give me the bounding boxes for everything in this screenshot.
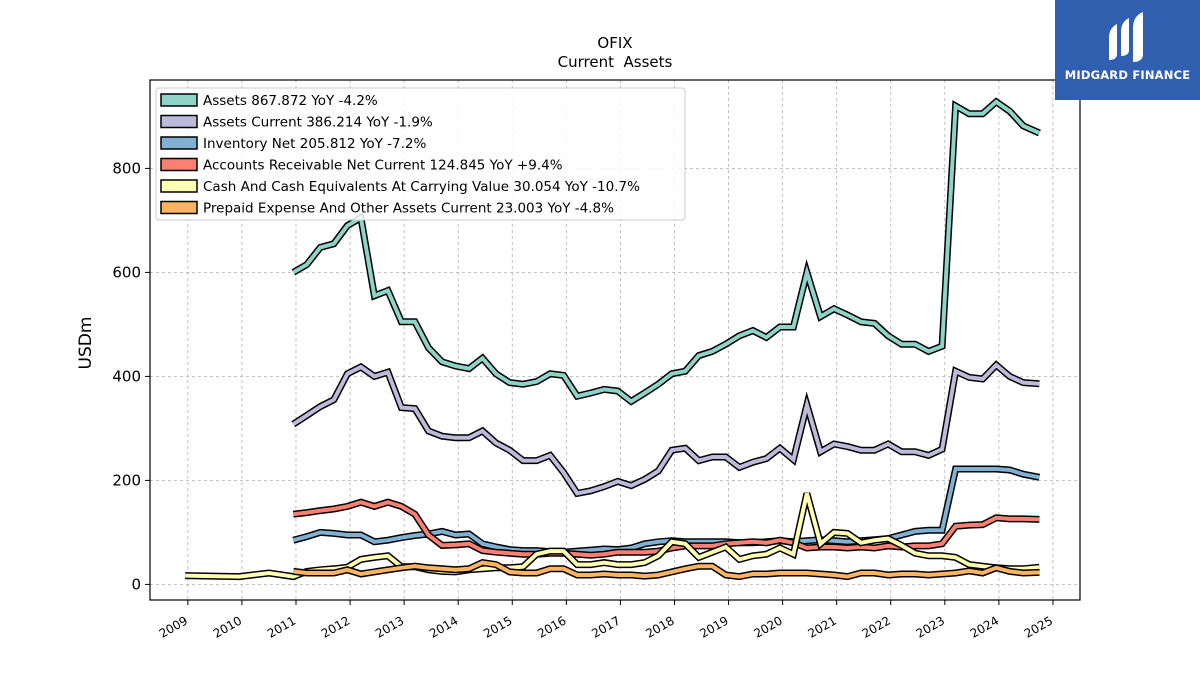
x-tick-label: 2023 — [914, 613, 947, 640]
legend-item: Assets 867.872 YoY -4.2% — [160, 93, 378, 109]
legend-item: Inventory Net 205.812 YoY -7.2% — [160, 136, 426, 152]
legend-label: Accounts Receivable Net Current 124.845 … — [203, 158, 563, 174]
series-line-5 — [185, 492, 1040, 581]
series-stroke — [292, 99, 1041, 404]
plot-frame — [149, 79, 1081, 601]
legend-item: Cash And Cash Equivalents At Carrying Va… — [160, 179, 640, 195]
series-stroke — [293, 560, 1040, 579]
x-tick-label: 2021 — [806, 613, 839, 640]
series-stroke — [292, 467, 1040, 555]
series-lines — [185, 97, 1041, 581]
x-tick-label: 2025 — [1022, 613, 1055, 640]
logo-text: MIDGARD FINANCE — [1064, 68, 1191, 82]
legend-label: Inventory Net 205.812 YoY -7.2% — [203, 136, 426, 152]
y-axis-label: USDm — [76, 317, 96, 370]
legend-label: Cash And Cash Equivalents At Carrying Va… — [203, 179, 640, 195]
x-tick-label: 2012 — [319, 613, 352, 640]
x-tick-label: 2013 — [373, 613, 406, 640]
series-stroke — [292, 362, 1040, 496]
x-tick-label: 2017 — [589, 613, 622, 640]
series-outline — [291, 360, 1040, 498]
x-tick-label: 2022 — [860, 613, 893, 640]
axis-ticks: 0 200 400 600 800 2009 2010 2011 2012 2013 2014 201… — [112, 159, 1055, 640]
legend-item: Prepaid Expense And Other Assets Current… — [160, 200, 614, 217]
x-tick-label: 2015 — [481, 613, 514, 640]
y-tick-label: 800 — [112, 159, 141, 177]
legend-swatch — [160, 93, 198, 107]
series-line-6 — [292, 558, 1040, 581]
x-tick-label: 2019 — [697, 613, 730, 640]
y-tick-label: 200 — [112, 471, 141, 489]
logo-mark-icon — [1109, 12, 1143, 62]
series-stroke — [185, 492, 1040, 579]
legend-label: Assets 867.872 YoY -4.2% — [203, 93, 378, 109]
x-tick-label: 2020 — [751, 613, 784, 640]
legend-swatch — [160, 179, 198, 193]
series-line-2 — [291, 360, 1040, 498]
chart-subtitle: Current Assets — [558, 53, 673, 71]
legend-swatch — [160, 200, 198, 215]
series-line-1 — [291, 97, 1041, 406]
y-tick-label: 400 — [112, 367, 141, 385]
legend-box — [155, 87, 686, 221]
x-tick-label: 2011 — [265, 613, 298, 640]
chart-title: OFIX — [597, 34, 632, 52]
series-line-3 — [292, 465, 1041, 556]
legend-item: Accounts Receivable Net Current 124.845 … — [160, 157, 563, 174]
brand-logo: MIDGARD FINANCE — [1055, 0, 1200, 100]
legend-swatch — [160, 114, 198, 129]
x-tick-label: 2016 — [535, 613, 568, 640]
legend-swatch — [160, 136, 198, 150]
y-tick-label: 600 — [112, 263, 141, 281]
legend: Assets 867.872 YoY -4.2% Assets Current 3… — [155, 87, 686, 221]
x-tick-label: 2024 — [968, 613, 1001, 640]
x-tick-label: 2018 — [643, 613, 676, 640]
x-tick-label: 2014 — [427, 613, 460, 640]
legend-label: Assets Current 386.214 YoY -1.9% — [203, 115, 433, 131]
legend-label: Prepaid Expense And Other Assets Current… — [203, 201, 614, 217]
y-tick-label: 0 — [131, 575, 141, 593]
x-tick-label: 2009 — [157, 613, 190, 640]
legend-item: Assets Current 386.214 YoY -1.9% — [160, 114, 433, 131]
x-tick-label: 2010 — [211, 613, 244, 640]
legend-swatch — [160, 157, 198, 172]
